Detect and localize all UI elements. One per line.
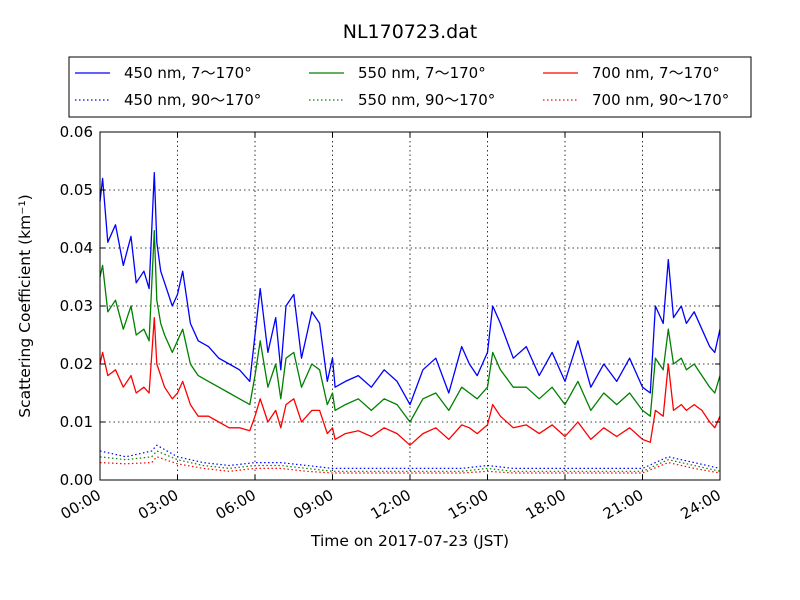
legend-label-4: 700 nm, 7～170° <box>592 64 720 82</box>
x-axis-label: Time on 2017-07-23 (JST) <box>310 532 509 550</box>
y-tick-label: 0.01 <box>60 413 93 431</box>
x-tick-label: 03:00 <box>135 486 181 523</box>
y-tick-label: 0.06 <box>60 123 93 141</box>
y-tick-labels: 0.00 0.01 0.02 0.03 0.04 0.05 0.06 <box>60 123 93 489</box>
x-tick-labels: 00:00 03:00 06:00 09:00 12:00 15:00 18:00 21:00… <box>58 486 724 523</box>
legend-label-1: 450 nm, 90～170° <box>124 91 261 109</box>
x-tick-label: 18:00 <box>523 486 569 523</box>
x-tick-label: 12:00 <box>368 486 414 523</box>
legend-label-5: 700 nm, 90～170° <box>592 91 729 109</box>
legend-box <box>68 56 752 118</box>
x-tick-label: 15:00 <box>445 486 491 523</box>
x-tick-label: 24:00 <box>678 486 724 523</box>
x-tick-label: 21:00 <box>600 486 646 523</box>
grid <box>99 131 721 481</box>
legend-label-0: 450 nm, 7～170° <box>124 64 252 82</box>
y-tick-label: 0.05 <box>60 181 93 199</box>
legend-label-2: 550 nm, 7～170° <box>358 64 486 82</box>
chart-title: NL170723.dat <box>343 21 478 43</box>
legend-label-3: 550 nm, 90～170° <box>358 91 495 109</box>
series-line-4 <box>99 316 721 446</box>
series-line-1 <box>99 444 721 469</box>
x-tick-label: 06:00 <box>213 486 259 523</box>
series-line-5 <box>99 456 721 474</box>
y-tick-label: 0.03 <box>60 297 93 315</box>
axis-ticks <box>99 131 721 481</box>
x-tick-label: 00:00 <box>58 486 104 523</box>
series-line-0 <box>99 171 721 406</box>
series-lines <box>99 171 721 474</box>
y-axis-label: Scattering Coefficient (km⁻¹) <box>16 194 34 417</box>
series-line-2 <box>99 229 721 423</box>
y-tick-label: 0.00 <box>60 471 93 489</box>
y-tick-label: 0.04 <box>60 239 93 257</box>
y-tick-label: 0.02 <box>60 355 93 373</box>
x-tick-label: 09:00 <box>290 486 336 523</box>
legend: 450 nm, 7～170° 550 nm, 7～170° 700 nm, 7～17… <box>68 56 752 118</box>
